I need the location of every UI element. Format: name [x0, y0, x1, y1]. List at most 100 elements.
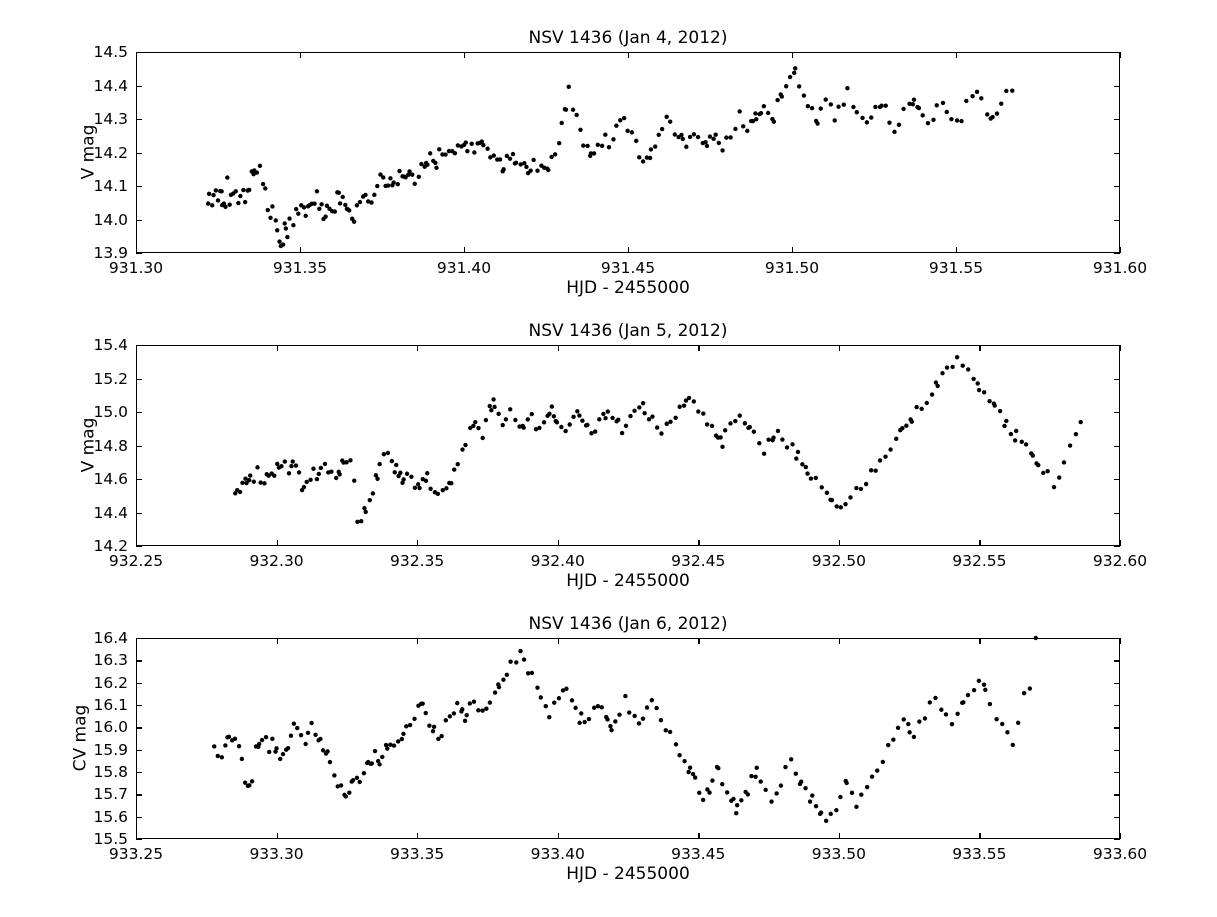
- data-point: [464, 712, 469, 718]
- y-tick-mark-right: [1114, 52, 1120, 54]
- data-point: [1010, 742, 1016, 748]
- data-point: [412, 716, 417, 722]
- data-point: [285, 745, 291, 751]
- data-point: [279, 464, 284, 469]
- x-tick-mark-top: [276, 638, 278, 644]
- data-point: [808, 476, 814, 481]
- data-point: [628, 413, 633, 419]
- data-point: [1000, 721, 1005, 727]
- data-point: [959, 118, 964, 124]
- data-point: [471, 699, 477, 704]
- data-point: [521, 425, 526, 430]
- x-tick-mark: [792, 247, 794, 253]
- y-tick-mark: [136, 749, 142, 751]
- data-point: [603, 132, 608, 137]
- data-point: [805, 104, 811, 109]
- data-point: [574, 112, 579, 118]
- data-point: [809, 106, 815, 111]
- data-point: [531, 157, 536, 163]
- data-point: [525, 671, 531, 676]
- x-tick-mark-top: [276, 345, 278, 351]
- data-point: [722, 428, 728, 433]
- y-tick-mark-right: [1114, 749, 1120, 751]
- y-tick-mark: [136, 638, 142, 640]
- data-point: [359, 519, 364, 524]
- data-point: [377, 461, 382, 467]
- data-point: [879, 103, 884, 108]
- y-tick-mark-right: [1114, 219, 1120, 221]
- data-point: [894, 436, 899, 442]
- data-point: [440, 152, 445, 157]
- data-point: [733, 126, 738, 132]
- data-point: [931, 117, 936, 123]
- data-point: [322, 461, 328, 467]
- data-point: [724, 790, 730, 795]
- x-tick-mark-top: [698, 345, 700, 351]
- data-point: [664, 421, 669, 426]
- data-point: [563, 107, 569, 112]
- data-point: [543, 703, 548, 709]
- data-point: [255, 465, 260, 470]
- y-tick-mark: [136, 705, 142, 707]
- data-point: [447, 714, 453, 719]
- x-tick-label: 931.45: [600, 259, 656, 277]
- x-tick-mark: [698, 833, 700, 839]
- data-point: [324, 203, 330, 208]
- data-point: [640, 159, 646, 164]
- data-point: [907, 101, 912, 106]
- data-point: [873, 104, 878, 110]
- x-tick-mark: [1120, 540, 1122, 546]
- data-point: [943, 712, 949, 717]
- y-tick-label: 16.2: [93, 673, 128, 692]
- data-point: [535, 685, 540, 690]
- data-point: [854, 110, 859, 115]
- data-point: [465, 149, 470, 154]
- data-point: [672, 132, 678, 137]
- x-tick-label: 932.35: [390, 552, 445, 570]
- data-point: [313, 732, 318, 738]
- data-point: [262, 481, 267, 486]
- data-point: [664, 114, 669, 119]
- y-tick-label: 15.5: [93, 830, 128, 848]
- data-point: [350, 777, 356, 783]
- x-tick-label: 931.40: [436, 259, 492, 277]
- data-point: [298, 732, 304, 738]
- data-point: [697, 790, 702, 796]
- data-point: [614, 123, 619, 128]
- data-point: [1051, 484, 1057, 490]
- data-point: [318, 736, 323, 742]
- data-point: [623, 423, 629, 428]
- data-point: [388, 176, 393, 181]
- data-point: [716, 766, 721, 771]
- data-point: [836, 104, 841, 109]
- data-point: [895, 725, 901, 730]
- data-point: [810, 793, 815, 798]
- data-point: [994, 111, 1000, 116]
- data-point: [728, 135, 733, 140]
- data-point: [720, 148, 725, 153]
- data-point: [357, 779, 362, 785]
- data-point: [513, 160, 519, 165]
- data-point: [961, 700, 966, 705]
- data-point: [570, 107, 576, 112]
- data-point: [404, 471, 410, 476]
- data-point: [336, 190, 341, 195]
- x-axis-label-panel-1: HJD - 2455000: [566, 278, 690, 298]
- data-point: [484, 706, 489, 711]
- data-point: [745, 792, 751, 797]
- x-tick-mark: [838, 540, 841, 546]
- data-point: [659, 431, 664, 436]
- data-point: [754, 117, 759, 122]
- data-point: [301, 205, 307, 210]
- data-point: [686, 395, 692, 401]
- data-point: [640, 400, 646, 406]
- data-point: [611, 137, 616, 142]
- data-point: [798, 779, 804, 784]
- data-point: [680, 136, 685, 142]
- data-point: [667, 729, 673, 735]
- data-point: [805, 471, 810, 476]
- data-point: [578, 127, 583, 133]
- data-point: [682, 758, 687, 764]
- data-point: [469, 141, 474, 146]
- data-point: [637, 405, 642, 410]
